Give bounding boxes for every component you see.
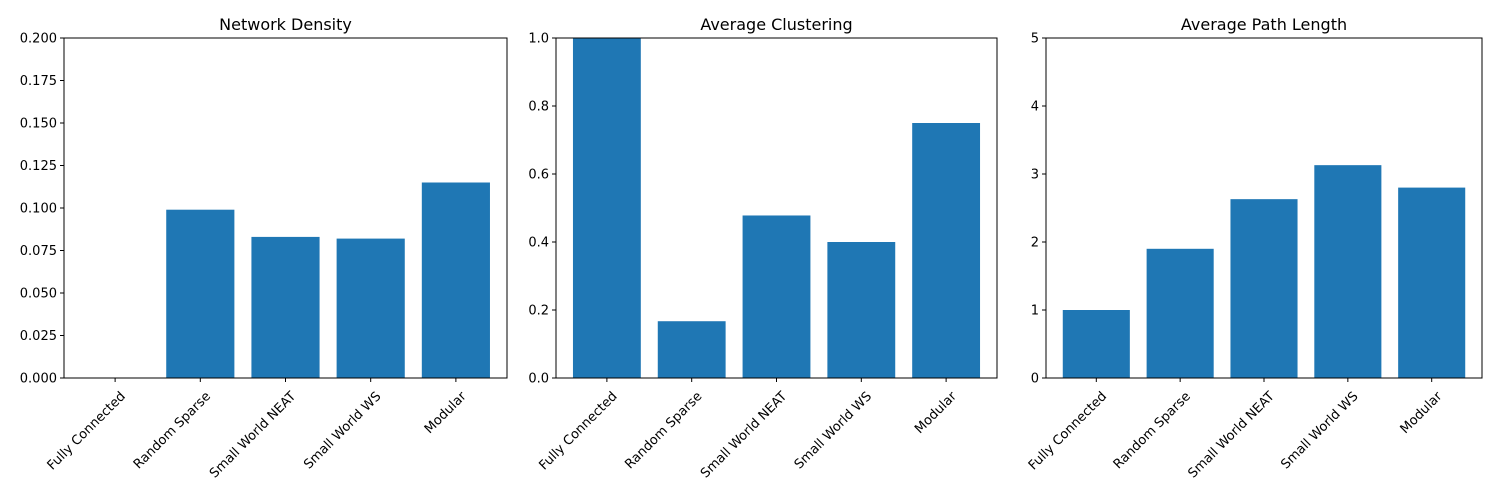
bar-1-2 [166,209,235,378]
x-tick-label: Modular [912,389,960,437]
y-tick-label: 0.100 [20,202,57,217]
chart-panel-2: 0.0 0.2 0.4 0.6 0.8 1.0 Fully Connected Random … [528,15,998,481]
bar-3-2 [1146,248,1214,378]
y-tick-label: 3 [1031,168,1039,183]
bar-3-4 [1314,165,1382,378]
x-tick-label: Random Sparse [1111,389,1194,472]
x-tick-label: Random Sparse [622,389,705,472]
y-tick-label: 0.150 [20,117,57,132]
chart-title: Average Path Length [1181,15,1347,34]
x-tick-label: Fully Connected [1026,389,1110,473]
y-tick-label: 0.075 [20,244,57,259]
x-tick-label: Small World NEAT [698,389,790,481]
y-tick-label: 0.200 [20,32,57,47]
bar-2-3 [742,215,811,378]
y-tick-label: 0.050 [20,287,57,302]
y-tick-label: 1 [1031,304,1039,319]
bar-1-5 [421,182,490,378]
y-tick-label: 0.4 [528,236,549,251]
x-tick-label: Small World WS [1278,389,1361,472]
y-tick-label: 5 [1031,32,1039,47]
y-tick-label: 0.2 [528,304,549,319]
y-tick-label: 0.175 [20,74,57,89]
y-tick-label: 0 [1031,372,1039,387]
x-tick-label: Modular [422,389,470,437]
bar-3-5 [1398,187,1466,378]
bar-3-1 [1062,310,1130,378]
chart-panel-1: 0.000 0.025 0.050 0.075 0.100 0.125 0.150 0.175… [20,15,508,481]
bar-1-3 [251,236,320,378]
x-tick-label: Fully Connected [45,389,129,473]
bar-2-4 [827,242,896,378]
y-tick-label: 0.0 [528,372,549,387]
y-tick-label: 0.8 [528,100,549,115]
chart-title: Network Density [219,15,352,34]
y-tick-label: 4 [1031,100,1039,115]
y-tick-label: 1.0 [528,32,549,47]
bar-1-4 [336,238,405,378]
x-tick-label: Modular [1398,389,1446,437]
y-tick-label: 0.125 [20,159,57,174]
bar-2-5 [912,123,981,378]
x-tick-label: Fully Connected [536,389,620,473]
y-tick-label: 0.000 [20,372,57,387]
bar-2-1 [572,38,641,378]
y-tick-label: 0.6 [528,168,549,183]
x-tick-label: Small World WS [301,389,384,472]
x-tick-label: Small World WS [792,389,875,472]
chart-title: Average Clustering [700,15,852,34]
bar-2-2 [657,321,726,378]
x-tick-label: Random Sparse [131,389,214,472]
bar-3-3 [1230,199,1298,378]
y-tick-label: 0.025 [20,329,57,344]
y-tick-label: 2 [1031,236,1039,251]
x-tick-label: Small World NEAT [1186,389,1278,481]
x-tick-label: Small World NEAT [207,389,299,481]
